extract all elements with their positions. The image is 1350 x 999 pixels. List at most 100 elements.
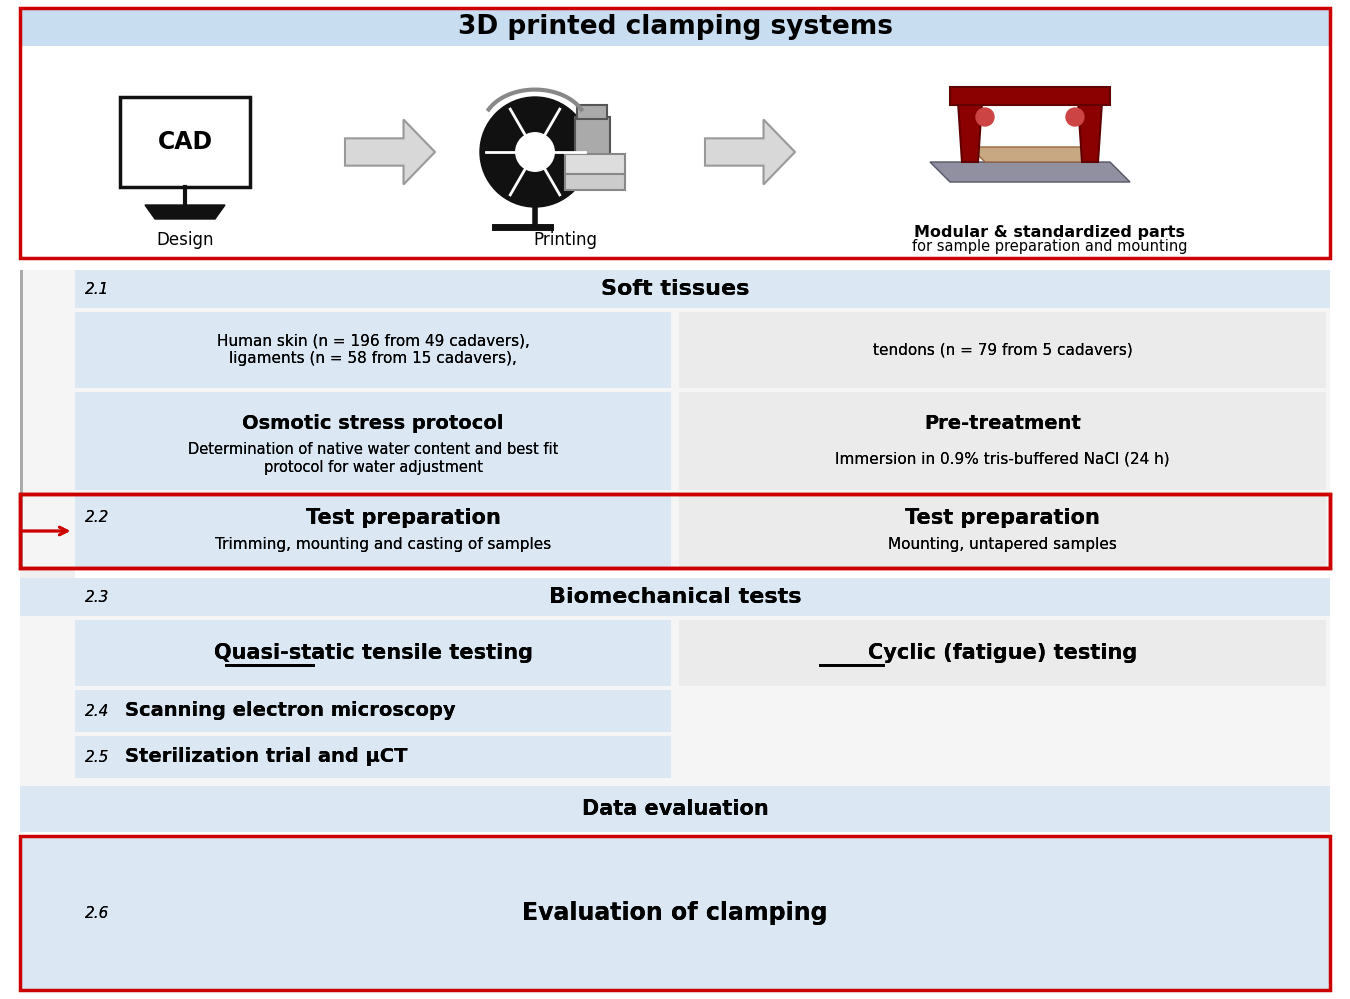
- Text: Soft tissues: Soft tissues: [601, 279, 749, 299]
- Bar: [20, 578, 1330, 616]
- Text: Sterilization trial and μCT: Sterilization trial and μCT: [126, 747, 408, 766]
- Text: for sample preparation and mounting: for sample preparation and mounting: [913, 240, 1188, 255]
- Polygon shape: [144, 205, 225, 219]
- Bar: [679, 620, 1326, 686]
- Text: Pre-treatment: Pre-treatment: [923, 414, 1081, 433]
- Bar: [20, 836, 1330, 990]
- Bar: [679, 312, 1326, 388]
- Bar: [20, 494, 1330, 568]
- Bar: [76, 392, 671, 490]
- Text: 2.6: 2.6: [85, 905, 109, 920]
- Bar: [20, 270, 1330, 568]
- Text: Cyclic (fatigue) testing: Cyclic (fatigue) testing: [868, 643, 1137, 663]
- Bar: [679, 312, 1326, 388]
- Text: Pre-treatment: Pre-treatment: [923, 414, 1081, 433]
- Text: Osmotic stress protocol: Osmotic stress protocol: [242, 414, 504, 433]
- Text: Biomechanical tests: Biomechanical tests: [548, 587, 802, 607]
- Text: Test preparation: Test preparation: [305, 508, 501, 528]
- Text: tendons (n = 79 from 5 cadavers): tendons (n = 79 from 5 cadavers): [872, 343, 1133, 358]
- Text: Immersion in 0.9% tris-buffered NaCl (24 h): Immersion in 0.9% tris-buffered NaCl (24…: [836, 452, 1170, 467]
- Text: 2.6: 2.6: [85, 905, 109, 920]
- Text: 2.4: 2.4: [85, 703, 109, 718]
- Circle shape: [976, 108, 994, 126]
- Text: Trimming, mounting and casting of samples: Trimming, mounting and casting of sample…: [215, 536, 551, 551]
- Text: 2.1: 2.1: [85, 282, 109, 297]
- Bar: [679, 392, 1326, 490]
- Bar: [20, 578, 1330, 616]
- Bar: [566, 154, 625, 174]
- Bar: [20, 578, 1330, 816]
- Text: Quasi-static tensile testing: Quasi-static tensile testing: [213, 643, 532, 663]
- Text: Scanning electron microscopy: Scanning electron microscopy: [126, 701, 455, 720]
- Text: Soft tissues: Soft tissues: [601, 279, 749, 299]
- Bar: [76, 620, 671, 686]
- Bar: [76, 620, 671, 686]
- Bar: [20, 836, 1330, 990]
- Bar: [679, 620, 1326, 686]
- Bar: [679, 392, 1326, 490]
- Bar: [20, 8, 1330, 46]
- Bar: [76, 312, 671, 388]
- Polygon shape: [346, 120, 435, 185]
- Text: Scanning electron microscopy: Scanning electron microscopy: [126, 701, 455, 720]
- Text: Evaluation of clamping: Evaluation of clamping: [522, 901, 828, 925]
- Bar: [76, 736, 671, 778]
- Text: Determination of native water content and best fit
protocol for water adjustment: Determination of native water content an…: [188, 443, 558, 475]
- Text: Mounting, untapered samples: Mounting, untapered samples: [888, 536, 1116, 551]
- Bar: [76, 690, 671, 732]
- Bar: [76, 312, 671, 388]
- Polygon shape: [705, 120, 795, 185]
- Circle shape: [481, 97, 590, 207]
- Text: 2.4: 2.4: [85, 703, 109, 718]
- Bar: [76, 270, 1330, 308]
- Bar: [76, 494, 671, 568]
- Bar: [76, 270, 1330, 308]
- Bar: [120, 97, 250, 187]
- Bar: [566, 172, 625, 190]
- Polygon shape: [930, 162, 1130, 182]
- Text: tendons (n = 79 from 5 cadavers): tendons (n = 79 from 5 cadavers): [872, 343, 1133, 358]
- Text: Cyclic (fatigue) testing: Cyclic (fatigue) testing: [868, 643, 1137, 663]
- Bar: [76, 392, 671, 490]
- Bar: [76, 736, 671, 778]
- Polygon shape: [1079, 102, 1102, 162]
- Bar: [575, 117, 610, 172]
- Text: 2.5: 2.5: [85, 749, 109, 764]
- Text: 2.2: 2.2: [85, 510, 109, 525]
- Text: Printing: Printing: [533, 231, 597, 249]
- Text: 2.5: 2.5: [85, 749, 109, 764]
- Text: Biomechanical tests: Biomechanical tests: [548, 587, 802, 607]
- Text: Mounting, untapered samples: Mounting, untapered samples: [888, 536, 1116, 551]
- Bar: [20, 270, 76, 606]
- Text: 2.3: 2.3: [85, 589, 109, 604]
- Bar: [20, 494, 1330, 568]
- Bar: [679, 494, 1326, 568]
- Text: Determination of native water content and best fit
protocol for water adjustment: Determination of native water content an…: [188, 443, 558, 475]
- Text: Sterilization trial and μCT: Sterilization trial and μCT: [126, 747, 408, 766]
- Text: Immersion in 0.9% tris-buffered NaCl (24 h): Immersion in 0.9% tris-buffered NaCl (24…: [836, 452, 1170, 467]
- Circle shape: [1066, 108, 1084, 126]
- Text: Test preparation: Test preparation: [305, 508, 501, 528]
- Circle shape: [516, 133, 555, 171]
- Bar: [20, 8, 1330, 258]
- Text: Evaluation of clamping: Evaluation of clamping: [522, 901, 828, 925]
- Text: Test preparation: Test preparation: [904, 508, 1100, 528]
- Text: CAD: CAD: [158, 130, 212, 154]
- Bar: [20, 8, 1330, 258]
- Bar: [20, 270, 23, 568]
- Text: 3D printed clamping systems: 3D printed clamping systems: [458, 14, 892, 40]
- Bar: [679, 494, 1326, 568]
- Text: Human skin (n = 196 from 49 cadavers),
ligaments (n = 58 from 15 cadavers),: Human skin (n = 196 from 49 cadavers), l…: [216, 334, 529, 367]
- Bar: [576, 105, 608, 119]
- Text: Design: Design: [157, 231, 213, 249]
- Bar: [950, 87, 1110, 105]
- Bar: [76, 690, 671, 732]
- Polygon shape: [971, 147, 1095, 162]
- Text: Human skin (n = 196 from 49 cadavers),
ligaments (n = 58 from 15 cadavers),: Human skin (n = 196 from 49 cadavers), l…: [216, 334, 529, 367]
- Text: 2.1: 2.1: [85, 282, 109, 297]
- Text: Osmotic stress protocol: Osmotic stress protocol: [242, 414, 504, 433]
- Text: Data evaluation: Data evaluation: [582, 799, 768, 819]
- Text: Modular & standardized parts: Modular & standardized parts: [914, 225, 1185, 240]
- Text: Quasi-static tensile testing: Quasi-static tensile testing: [213, 643, 532, 663]
- Text: 2.3: 2.3: [85, 589, 109, 604]
